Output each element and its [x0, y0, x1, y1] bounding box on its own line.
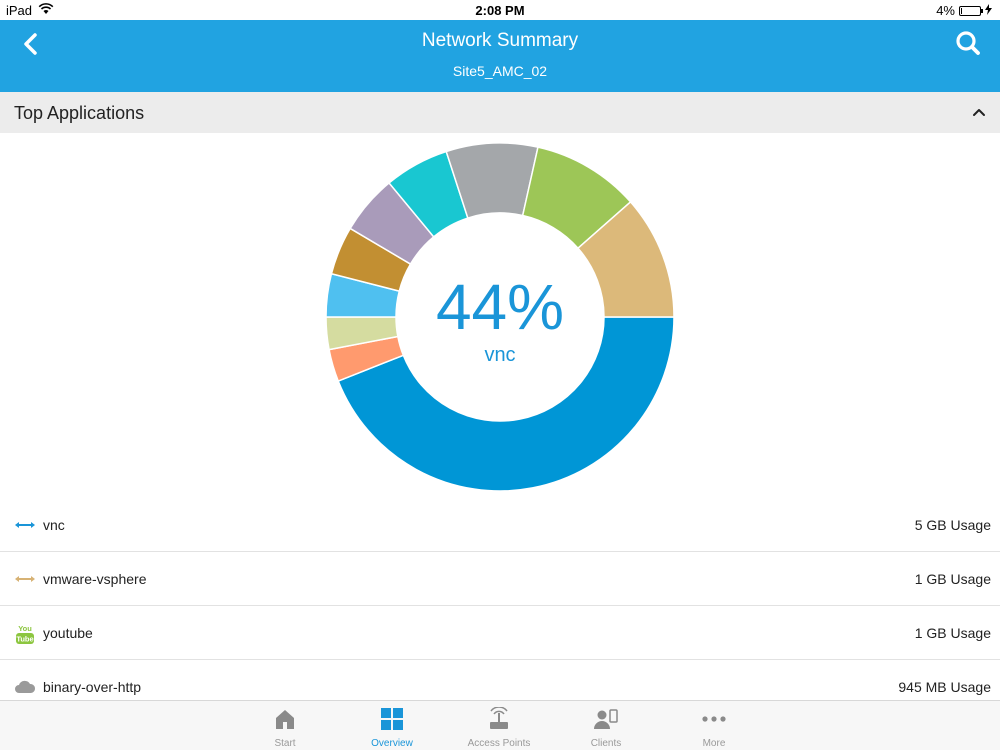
- tab-label: Clients: [590, 738, 622, 749]
- page-title: Network Summary: [421, 30, 579, 51]
- donut-segment[interactable]: [576, 200, 675, 318]
- tab-label: More: [702, 738, 726, 749]
- status-left: iPad: [6, 3, 54, 18]
- list-item-binary-over-http[interactable]: binary-over-http 945 MB Usage: [0, 660, 1000, 713]
- application-list: vnc 5 GB Usage vmware-vsphere 1 GB Usage…: [0, 498, 1000, 713]
- app-name: vmware-vsphere: [43, 571, 147, 587]
- battery-percent: 4%: [936, 3, 955, 18]
- app-name: vnc: [43, 517, 65, 533]
- access-point-icon: [487, 706, 511, 731]
- page-subtitle: Site5_AMC_02: [452, 63, 548, 79]
- clients-icon: [594, 707, 618, 731]
- tab-label: Start: [274, 738, 296, 749]
- cloud-icon: [14, 677, 36, 697]
- app-usage: 1 GB Usage: [914, 625, 991, 641]
- list-item-vmware-vsphere[interactable]: vmware-vsphere 1 GB Usage: [0, 552, 1000, 606]
- app-usage: 5 GB Usage: [914, 517, 991, 533]
- back-button[interactable]: [14, 26, 50, 62]
- list-item-vnc[interactable]: vnc 5 GB Usage: [0, 498, 1000, 552]
- donut-center-label: vnc: [484, 344, 516, 366]
- more-icon: [702, 707, 726, 731]
- tab-more[interactable]: More: [664, 701, 764, 751]
- double-arrow-icon: [14, 515, 36, 535]
- section-title: Top Applications: [14, 103, 145, 123]
- youtube-icon: You Tube: [14, 623, 36, 644]
- chevron-up-icon: [973, 109, 985, 116]
- grid-icon: [380, 707, 404, 731]
- home-icon: [273, 707, 297, 731]
- wifi-icon: [38, 3, 54, 18]
- app-usage: 945 MB Usage: [898, 679, 991, 695]
- chevron-left-icon: [24, 33, 37, 55]
- tab-label: Overview: [371, 738, 413, 749]
- tab-overview[interactable]: Overview: [342, 701, 442, 751]
- double-arrow-icon: [14, 569, 36, 589]
- svg-text:Tube: Tube: [16, 635, 33, 644]
- tab-bar: Start Overview Access Points: [0, 700, 1000, 750]
- tab-label: Access Points: [467, 738, 531, 749]
- app-usage: 1 GB Usage: [914, 571, 991, 587]
- donut-center-percent: 44%: [435, 271, 565, 343]
- search-button[interactable]: [950, 26, 986, 62]
- section-header[interactable]: Top Applications: [0, 92, 1000, 133]
- status-bar: iPad 2:08 PM 4%: [0, 0, 1000, 20]
- app-name: binary-over-http: [43, 679, 142, 695]
- app-header: Network Summary Site5_AMC_02: [0, 20, 1000, 92]
- status-right: 4%: [936, 3, 992, 18]
- tab-start[interactable]: Start: [235, 701, 335, 751]
- app-name: youtube: [43, 625, 93, 641]
- tab-clients[interactable]: Clients: [556, 701, 656, 751]
- search-icon: [956, 31, 980, 55]
- svg-text:You: You: [18, 624, 32, 633]
- usage-donut-chart[interactable]: [325, 142, 675, 492]
- tab-access-points[interactable]: Access Points: [449, 701, 549, 751]
- collapse-button[interactable]: [968, 102, 990, 124]
- battery-icon: [959, 5, 983, 16]
- device-name: iPad: [6, 3, 33, 18]
- charging-icon: [985, 3, 992, 18]
- list-item-youtube[interactable]: You Tube youtube 1 GB Usage: [0, 606, 1000, 660]
- donut-segment[interactable]: [337, 316, 675, 492]
- status-time: 2:08 PM: [475, 3, 525, 18]
